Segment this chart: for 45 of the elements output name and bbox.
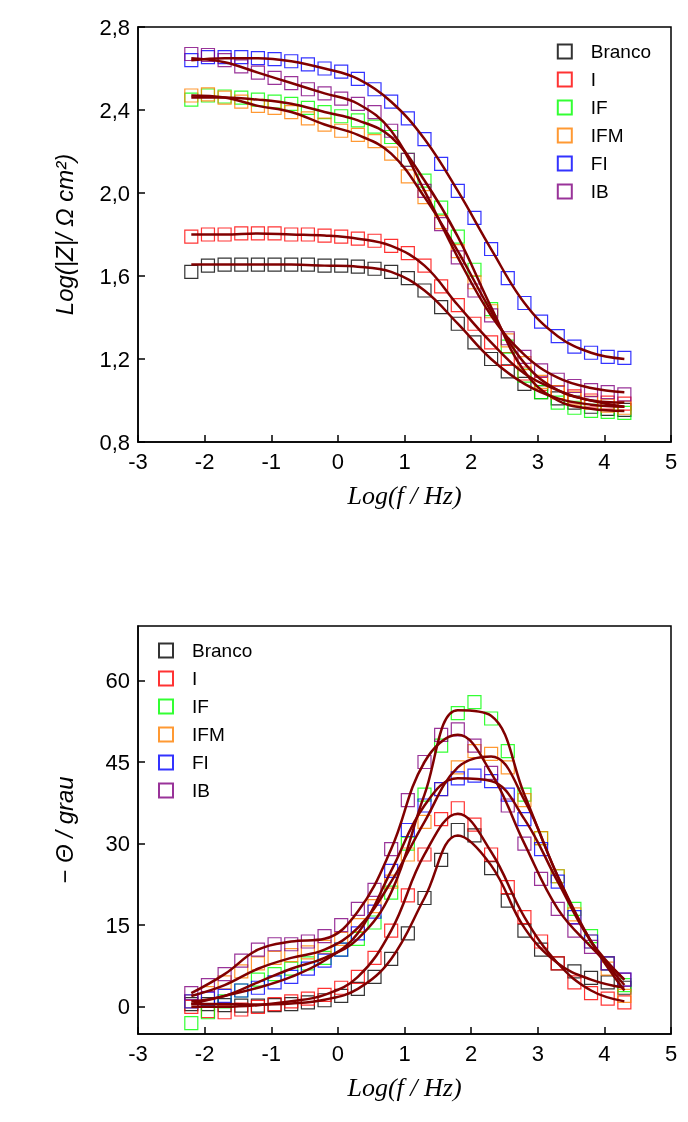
y-tick-label: 1,2	[99, 346, 130, 372]
x-tick-label: 0	[331, 448, 344, 474]
legend-label: Branco	[590, 41, 651, 62]
x-tick-label: 5	[664, 1040, 678, 1066]
x-axis-title: Log(f / Hz)	[346, 480, 462, 510]
x-tick-label: 2	[465, 448, 478, 474]
x-axis-title: Log(f / Hz)	[346, 1072, 462, 1102]
x-tick-label: 4	[598, 448, 611, 474]
y-tick-label: 0	[117, 994, 130, 1020]
y-tick-label: 0,8	[99, 429, 130, 455]
legend-label: I	[192, 668, 198, 689]
x-tick-label: 1	[398, 1040, 411, 1066]
y-tick-label: 60	[105, 667, 130, 693]
x-tick-label: -1	[261, 448, 282, 474]
y-tick-label: 45	[105, 749, 130, 775]
x-tick-label: -3	[128, 448, 148, 474]
y-tick-label: 2,4	[99, 97, 130, 123]
legend-label: I	[590, 69, 597, 90]
legend-label: IF	[590, 97, 608, 118]
legend-label: IF	[192, 696, 209, 717]
y-tick-label: 2,8	[99, 14, 130, 40]
legend-label: FI	[192, 752, 209, 773]
y-axis-title: − Θ / grau	[50, 776, 78, 884]
x-tick-label: 2	[465, 1040, 478, 1066]
y-tick-label: 15	[105, 912, 130, 938]
x-tick-label: -1	[261, 1040, 282, 1066]
legend-label: IB	[192, 780, 210, 801]
x-tick-label: 5	[664, 448, 678, 474]
legend-label: IB	[590, 181, 609, 202]
legend-label: FI	[590, 153, 608, 174]
x-tick-label: 0	[331, 1040, 344, 1066]
x-tick-label: -2	[194, 1040, 215, 1066]
y-tick-label: 30	[105, 831, 130, 857]
x-tick-label: -3	[128, 1040, 148, 1066]
x-tick-label: -2	[194, 448, 215, 474]
legend-label: Branco	[192, 640, 253, 661]
x-tick-label: 4	[598, 1040, 611, 1066]
x-tick-label: 3	[531, 1040, 544, 1066]
y-axis-title: Log(|Z|/ Ω cm²)	[50, 153, 78, 316]
y-tick-label: 1,6	[99, 263, 130, 289]
legend-label: IFM	[590, 125, 624, 146]
legend-label: IFM	[192, 724, 225, 745]
y-tick-label: 2,0	[99, 180, 130, 206]
x-tick-label: 3	[531, 448, 544, 474]
x-tick-label: 1	[398, 448, 411, 474]
